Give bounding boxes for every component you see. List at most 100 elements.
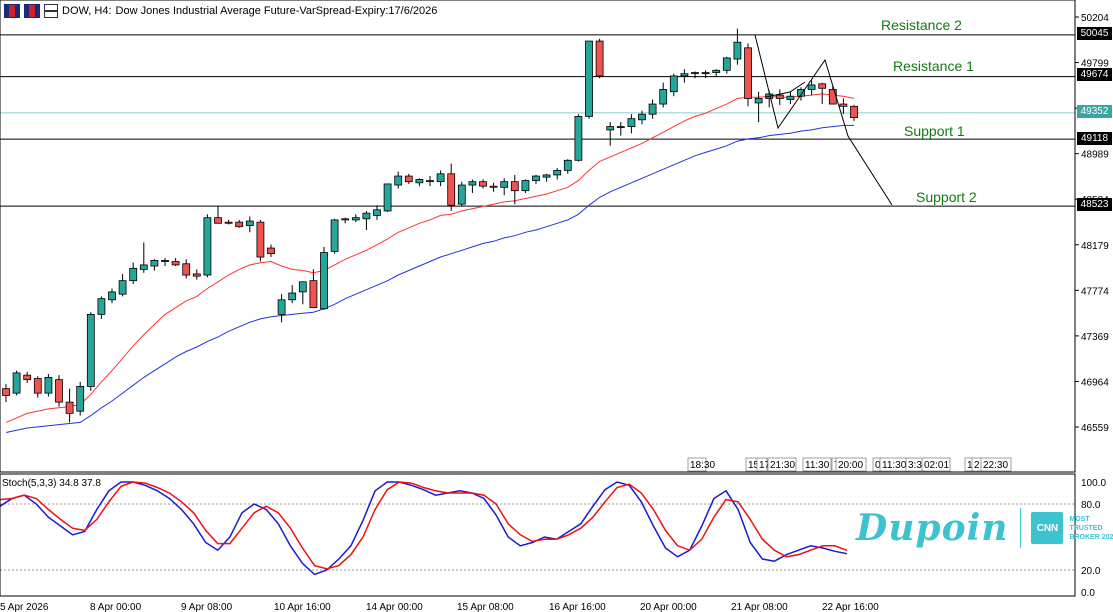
session-label: 22:30 [983,460,1008,471]
candle-body [775,94,784,99]
candle-body [542,174,551,178]
candles [2,28,858,423]
pattern-lines [754,34,893,206]
session-label: 18:30 [690,460,715,471]
candle-body [394,175,403,186]
candle-body [553,170,562,176]
candle-body [150,260,159,267]
candle-body [712,69,721,73]
dupoin-logo: Dupoin CNN MOST TRUSTED BROKER 2025 [856,507,1113,549]
price-tick-label: 46964 [1081,377,1109,388]
horizontal-levels [0,34,1075,207]
price-tick-label: 46559 [1081,423,1109,434]
price-tick-label: 47369 [1081,332,1109,343]
candle-body [277,299,286,315]
ema-fast-line [5,93,855,423]
candle-body [839,103,848,107]
candle-body [659,89,668,105]
candle-body [627,118,636,127]
candle-body [288,292,297,301]
session-label-box [756,457,768,472]
flag-icon [4,4,20,18]
candle-body [44,376,53,394]
candle-body [818,83,827,89]
price-tick-label: 48179 [1081,241,1109,252]
stoch-d-line [0,481,848,570]
candle-body [680,73,689,77]
candle-body [606,126,615,131]
session-label: 1 [967,460,973,471]
stoch-panel-frame [0,473,1076,597]
time-tick-label: 20 Apr 00:00 [640,602,697,612]
candle-body [362,212,371,220]
candle-body [129,267,138,282]
candle-body [595,40,604,77]
ema-slow-line [5,124,854,433]
time-tick-label: 15 Apr 08:00 [457,602,514,612]
candle-body [330,219,339,252]
candle-body [76,385,85,412]
price-tick-label: 48989 [1081,150,1109,161]
candle-body [447,173,456,206]
candle-body [574,116,583,161]
candle-body [563,159,572,171]
candle-body [192,273,201,277]
price-tag-support-2: 48523 [1077,198,1112,211]
time-tick-label: 21 Apr 08:00 [731,602,788,612]
candle-body [722,57,731,71]
candle-body [436,173,445,183]
candle-body [373,209,381,216]
candle-body [521,180,530,192]
time-tick-label: 22 Apr 16:00 [822,602,879,612]
time-tick-label: 14 Apr 00:00 [366,602,423,612]
candle-body [415,179,424,184]
session-label: 11:30 [882,460,907,471]
price-tag-resistance-1: 49674 [1077,68,1112,81]
candle-body [2,388,10,396]
stoch-tick-label: 100.0 [1081,478,1106,489]
resistance-2-label: Resistance 2 [881,17,962,33]
price-tick-label: 50204 [1081,13,1109,24]
candle-body [351,217,360,221]
candle-body [744,47,752,99]
brand-name: Dupoin [856,507,1009,549]
candle-body [457,184,466,205]
time-tick-label: 8 Apr 00:00 [90,602,142,612]
candle-body [86,314,95,387]
support-2-label: Support 2 [916,189,977,205]
stochastic-panel [0,481,1075,576]
candle-body [691,72,699,74]
pattern-segment [765,81,806,98]
candle-body [256,221,265,258]
candle-body [224,221,233,224]
candle-body [404,175,413,183]
candle-body [468,181,477,186]
session-label: 15 [748,460,760,471]
candle-body [669,75,678,93]
session-label: 11:30 [805,460,830,471]
stoch-tick-label: 80.0 [1081,500,1101,511]
price-tick-label: 47774 [1081,286,1109,297]
support-1-label: Support 1 [904,123,965,139]
candle-body [500,181,509,188]
candle-body [807,84,816,90]
candle-body [341,218,350,221]
price-tag-current: 49352 [1077,105,1112,118]
candle-body [118,280,127,295]
session-label: 21:30 [770,460,795,471]
chart-header: DOW, H4: Dow Jones Industrial Average Fu… [4,3,437,19]
session-label-box [767,457,797,472]
candle-body [108,291,116,301]
candle-body [267,247,275,255]
session-label: 17 [759,460,771,471]
stoch-k-line [0,481,848,576]
time-tick-label: 16 Apr 16:00 [549,602,606,612]
time-tick-label: 9 Apr 08:00 [181,602,233,612]
chart-type-icon [44,4,58,18]
time-tick-label: 5 Apr 2026 [0,602,49,612]
candle-body [309,280,318,309]
candle-body [828,89,837,105]
